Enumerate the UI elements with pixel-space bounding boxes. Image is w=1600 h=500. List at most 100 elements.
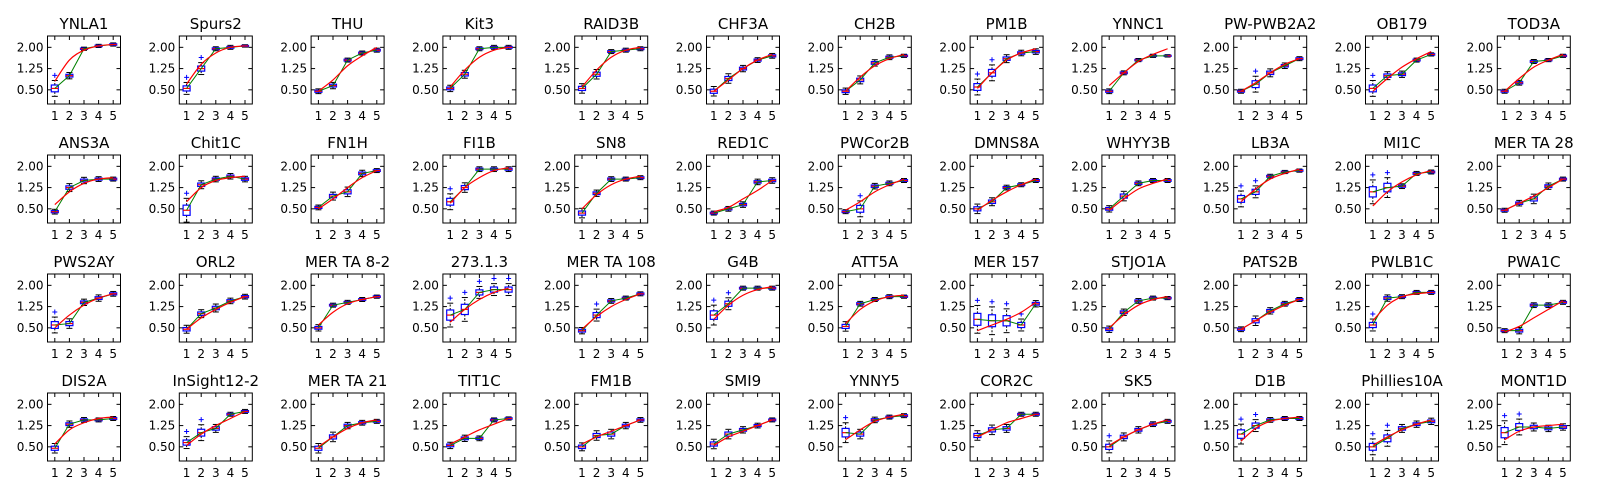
- y-tick-label: 2.00: [939, 397, 966, 411]
- plot-frame: [47, 35, 121, 105]
- outlier-marker: [198, 417, 204, 423]
- x-tick-label: 3: [607, 347, 615, 361]
- x-tick-label: 3: [739, 109, 747, 123]
- fit-curve: [1372, 170, 1432, 207]
- outlier-marker: [1238, 183, 1244, 189]
- outlier-marker: [1370, 172, 1376, 178]
- y-tick-label: 2.00: [544, 159, 571, 173]
- y-tick-label: 0.50: [544, 83, 571, 97]
- y-tick-label: 2.00: [412, 278, 439, 292]
- y-tick-label: 1.25: [939, 300, 966, 314]
- x-tick-label: 4: [886, 347, 894, 361]
- y-tick-label: 1.25: [939, 419, 966, 433]
- x-tick-label: 1: [1369, 228, 1377, 242]
- y-tick-label: 1.25: [280, 419, 307, 433]
- mean-line: [1504, 301, 1564, 332]
- y-tick-label: 2.00: [1335, 40, 1362, 54]
- panel: MER TA 21 0.50 1.25 2.00 1 2 3 4 5: [280, 372, 387, 480]
- x-tick-label: 3: [476, 228, 484, 242]
- fit-curve: [1372, 291, 1432, 322]
- x-tick-label: 1: [1237, 466, 1245, 480]
- y-tick-label: 1.25: [808, 62, 835, 76]
- panel-title: WHYY3B: [1106, 134, 1170, 152]
- outlier-marker: [491, 276, 497, 282]
- y-tick-label: 1.25: [676, 181, 703, 195]
- x-tick-label: 2: [1252, 228, 1260, 242]
- y-tick-label: 1.25: [676, 419, 703, 433]
- x-tick-label: 4: [490, 109, 498, 123]
- x-tick-label: 3: [344, 347, 352, 361]
- x-tick-label: 5: [900, 466, 908, 480]
- x-tick-label: 4: [1149, 228, 1157, 242]
- fit-curve: [1108, 419, 1168, 446]
- y-tick-label: 0.50: [1203, 202, 1230, 216]
- x-tick-label: 4: [754, 228, 762, 242]
- x-tick-label: 3: [739, 466, 747, 480]
- x-tick-label: 4: [358, 228, 366, 242]
- y-tick-label: 0.50: [412, 440, 439, 454]
- outlier-marker: [1384, 170, 1390, 176]
- x-tick-label: 4: [1545, 466, 1553, 480]
- panel: MER TA 28 0.50 1.25 2.00 1 2 3 4 5: [1467, 134, 1574, 242]
- outlier-marker: [989, 299, 995, 305]
- x-tick-label: 3: [476, 347, 484, 361]
- panel-title: PWS2AY: [53, 253, 115, 271]
- x-tick-label: 2: [593, 466, 601, 480]
- y-tick-label: 0.50: [1335, 321, 1362, 335]
- plot-frame: [837, 273, 912, 343]
- x-tick-label: 4: [95, 228, 103, 242]
- outlier-marker: [989, 57, 995, 63]
- x-tick-label: 1: [51, 466, 59, 480]
- y-tick-label: 0.50: [149, 440, 176, 454]
- fit-curve: [1372, 51, 1432, 92]
- outlier-marker: [1253, 412, 1259, 418]
- y-tick-label: 1.25: [1467, 300, 1494, 314]
- panel-title: DIS2A: [61, 372, 107, 390]
- x-tick-label: 5: [768, 347, 776, 361]
- y-tick-label: 1.25: [1335, 181, 1362, 195]
- y-tick-label: 0.50: [1203, 321, 1230, 335]
- x-tick-label: 3: [1135, 228, 1143, 242]
- y-tick-label: 2.00: [676, 40, 703, 54]
- y-tick-label: 1.25: [676, 300, 703, 314]
- x-tick-label: 2: [1120, 109, 1128, 123]
- y-tick-label: 2.00: [676, 397, 703, 411]
- x-tick-label: 1: [1369, 466, 1377, 480]
- x-tick-label: 4: [1281, 347, 1289, 361]
- x-tick-label: 4: [1281, 466, 1289, 480]
- fit-curve: [318, 46, 378, 92]
- x-tick-label: 4: [1149, 109, 1157, 123]
- fit-curve: [581, 293, 641, 330]
- y-tick-label: 1.25: [17, 300, 44, 314]
- x-tick-label: 3: [871, 228, 879, 242]
- y-tick-label: 2.00: [17, 40, 44, 54]
- x-tick-label: 2: [329, 109, 337, 123]
- mean-line: [581, 48, 641, 89]
- x-tick-label: 2: [197, 228, 205, 242]
- panel: SN8 0.50 1.25 2.00 1 2 3 4 5: [544, 134, 649, 242]
- mean-line: [1108, 180, 1168, 210]
- panel-title: FI1B: [463, 134, 496, 152]
- fit-curve: [186, 45, 246, 85]
- x-tick-label: 4: [1017, 109, 1025, 123]
- x-tick-label: 5: [1427, 109, 1435, 123]
- outlier-marker: [857, 193, 863, 199]
- x-tick-label: 3: [1003, 228, 1011, 242]
- y-tick-label: 2.00: [17, 397, 44, 411]
- y-tick-label: 2.00: [544, 278, 571, 292]
- panel: PWCor2B 0.50 1.25 2.00 1 2 3 4 5: [808, 134, 912, 242]
- panel-title: COR2C: [980, 372, 1033, 390]
- y-tick-label: 1.25: [1467, 62, 1494, 76]
- plot-frame: [969, 35, 1044, 105]
- mean-line: [449, 46, 509, 89]
- mean-line: [186, 296, 246, 330]
- x-tick-label: 1: [842, 466, 850, 480]
- panel-title: FM1B: [590, 372, 631, 390]
- panel: CHF3A 0.50 1.25 2.00 1 2 3 4 5: [676, 15, 780, 123]
- x-tick-label: 4: [95, 347, 103, 361]
- y-tick-label: 2.00: [1203, 159, 1230, 173]
- mean-line: [54, 418, 114, 449]
- mean-line: [1372, 53, 1432, 89]
- x-tick-label: 1: [578, 228, 586, 242]
